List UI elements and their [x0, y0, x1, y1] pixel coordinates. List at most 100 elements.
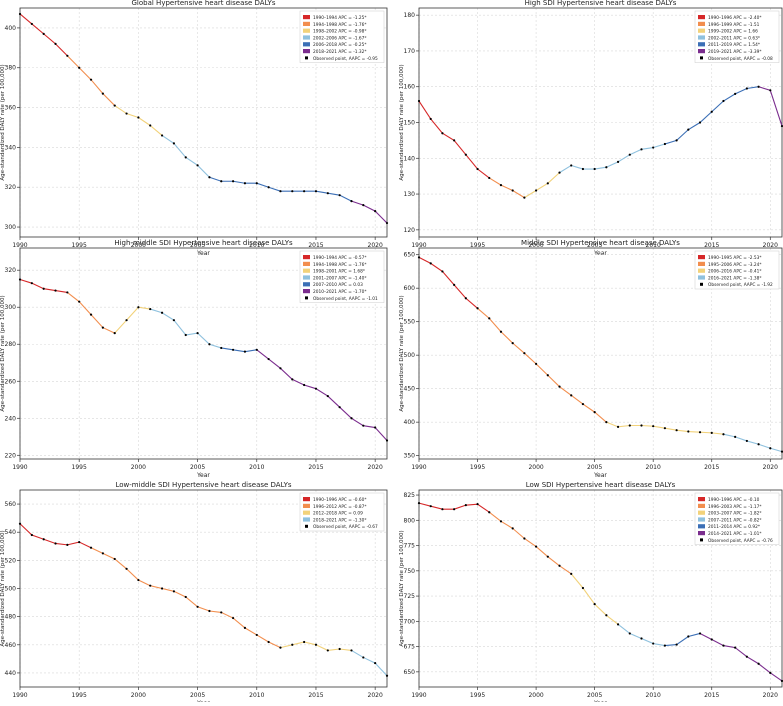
observed-point	[453, 508, 456, 511]
observed-point	[710, 110, 713, 113]
observed-point	[267, 640, 270, 644]
observed-point	[616, 623, 620, 626]
chart-title: High-middle SDI Hypertensive heart disea…	[114, 239, 293, 247]
legend-label: 1990–1996 APC = -0.60*	[313, 497, 367, 503]
x-tick-label: 1990	[411, 692, 426, 699]
x-tick-label: 1995	[72, 464, 87, 471]
observed-point	[350, 417, 353, 420]
observed-point	[279, 190, 282, 193]
observed-point	[628, 153, 631, 156]
trend-segment-line	[418, 502, 490, 513]
y-tick-label: 400	[404, 419, 416, 426]
observed-point	[338, 194, 341, 197]
legend-label: 2010–2021 APC = -1.70*	[313, 289, 367, 295]
chart-panel-3: 1990 1995 2000 2005 2010 2015 2020 220 240 260 280…	[0, 239, 389, 479]
observed-point	[698, 632, 702, 635]
legend-box	[299, 250, 385, 303]
observed-label-prefix: Observed point, AAPC =	[313, 524, 367, 530]
observed-point	[570, 572, 573, 575]
legend-observed-marker	[305, 56, 308, 60]
observed-point	[42, 538, 45, 541]
legend-swatch	[698, 275, 705, 280]
observed-point	[722, 644, 725, 647]
observed-point	[208, 176, 211, 179]
observed-point	[675, 429, 678, 432]
observed-point	[30, 22, 33, 26]
observed-point	[464, 153, 467, 156]
chart-title: Low-middle SDI Hypertensive heart diseas…	[116, 481, 292, 489]
observed-point	[18, 278, 22, 281]
legend-box	[299, 492, 385, 532]
legend-label: 1995–2006 APC = -3.24*	[708, 262, 762, 268]
y-tick-label: 240	[5, 415, 17, 422]
observed-point	[628, 632, 631, 635]
observed-point	[675, 139, 678, 142]
observed-point	[172, 142, 176, 145]
observed-point	[160, 134, 164, 137]
x-tick-label: 1990	[12, 464, 27, 471]
observed-point	[220, 611, 223, 614]
observed-point	[429, 505, 432, 508]
observed-point	[374, 661, 377, 665]
observed-point	[745, 439, 748, 443]
aapc-value: -1.01	[367, 296, 378, 302]
observed-point	[453, 283, 456, 286]
x-tick-label: 2000	[528, 464, 543, 471]
observed-point	[511, 527, 514, 530]
legend-label: 1999–2002 APC = 1.66	[708, 29, 758, 35]
legend-label: 1994–1998 APC = -1.76*	[313, 22, 367, 28]
observed-point	[172, 319, 176, 322]
observed-point	[30, 533, 33, 537]
x-tick-label: 2020	[368, 464, 383, 471]
legend-swatch	[303, 255, 310, 260]
observed-point	[314, 190, 318, 193]
x-tick-label: 2015	[308, 692, 323, 699]
observed-point	[441, 508, 444, 511]
trend-segment-line	[488, 511, 572, 575]
observed-point	[196, 605, 199, 608]
observed-point	[558, 385, 561, 388]
observed-point	[488, 317, 491, 320]
observed-point	[417, 99, 421, 103]
observed-point	[757, 443, 760, 446]
observed-point	[208, 609, 211, 613]
observed-point	[184, 595, 187, 599]
observed-point	[476, 307, 479, 310]
plot-frame	[418, 489, 783, 688]
trend-segment-line	[256, 349, 388, 441]
x-tick-label: 2015	[308, 464, 323, 471]
observed-point	[757, 85, 760, 88]
observed-point	[385, 439, 389, 442]
y-tick-label: 700	[404, 618, 416, 625]
trend-segment-line	[617, 623, 665, 647]
observed-point	[534, 545, 538, 548]
legend: 1990–1995 APC = -2.53*1995–2006 APC = -3…	[694, 250, 780, 290]
observed-point	[476, 503, 479, 506]
observed-point	[338, 647, 341, 651]
observed-point	[780, 679, 783, 683]
x-tick-label: 2005	[587, 242, 602, 249]
legend-swatch	[698, 261, 705, 266]
legend-swatch	[303, 28, 310, 33]
observed-point	[362, 424, 365, 427]
observed-point	[303, 190, 306, 193]
observed-point	[581, 167, 585, 171]
observed-point	[499, 184, 503, 187]
observed-point	[734, 646, 737, 649]
observed-point	[137, 116, 140, 119]
observed-point	[464, 297, 467, 300]
observed-point	[172, 590, 176, 593]
legend-box	[694, 250, 780, 290]
observed-point	[745, 87, 748, 90]
trend-segment-line	[559, 143, 666, 174]
observed-point	[698, 431, 702, 434]
trend-segment-line	[488, 177, 525, 199]
legend-box	[694, 492, 780, 545]
observed-point	[18, 12, 22, 16]
x-tick-label: 2000	[528, 692, 543, 699]
y-tick-label: 800	[404, 517, 416, 524]
legend-swatch	[303, 268, 310, 273]
x-tick-label: 2020	[368, 242, 383, 249]
legend-label: 1994–1998 APC = -1.76*	[313, 262, 367, 268]
observed-point	[499, 520, 503, 523]
